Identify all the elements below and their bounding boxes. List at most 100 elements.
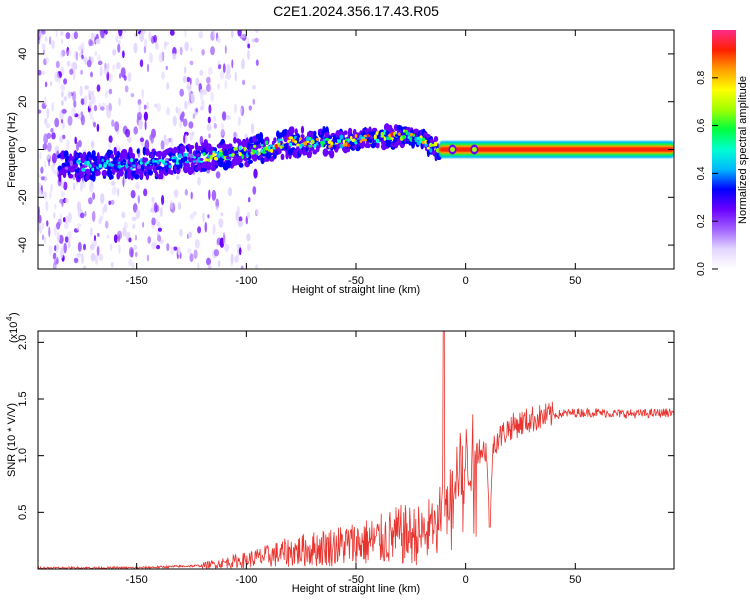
noise-speckle [217, 83, 220, 90]
ridge-halo [280, 153, 285, 161]
noise-speckle [161, 194, 165, 206]
ridge-core [364, 138, 367, 142]
ridge-core [395, 134, 399, 137]
noise-speckle [38, 189, 43, 197]
ridge-halo [101, 169, 108, 177]
ridge-core [398, 132, 401, 137]
ridge-halo [329, 149, 335, 159]
noise-speckle [208, 66, 213, 76]
snr-y-scale-label: (x10 [8, 322, 20, 343]
noise-speckle [150, 133, 154, 144]
ridge-core [103, 164, 107, 168]
noise-speckle [46, 108, 50, 119]
noise-speckle [146, 254, 150, 262]
ridge-core [120, 161, 124, 166]
noise-speckle [242, 79, 246, 86]
noise-speckle [46, 132, 52, 139]
noise-speckle [218, 218, 224, 229]
ridge-core [241, 154, 244, 159]
snr-background [38, 331, 674, 569]
ridge-halo [110, 153, 115, 159]
noise-speckle [143, 111, 148, 122]
ridge-core [429, 148, 433, 153]
ridge-core [345, 138, 348, 142]
ridge-halo [189, 145, 195, 150]
noise-speckle [106, 62, 110, 71]
ridge-core [305, 136, 310, 142]
noise-speckle [57, 218, 62, 226]
ridge-core [373, 134, 377, 140]
noise-speckle [254, 37, 259, 43]
ridge-core [180, 157, 184, 163]
noise-speckle [135, 251, 138, 258]
noise-speckle [64, 215, 69, 225]
ridge-core [262, 151, 267, 154]
noise-speckle [118, 97, 121, 107]
ridge-halo [142, 146, 147, 156]
ridge-core [238, 145, 242, 151]
noise-speckle [186, 82, 190, 91]
noise-speckle [59, 213, 62, 220]
noise-speckle [255, 59, 259, 66]
ridge-core [91, 167, 95, 172]
noise-speckle [255, 209, 259, 216]
noise-speckle [54, 117, 60, 128]
noise-speckle [208, 104, 212, 114]
y-tick-label: 0.5 [17, 505, 29, 520]
noise-speckle [72, 70, 76, 81]
noise-speckle [200, 106, 204, 111]
ridge-halo [206, 164, 212, 171]
ridge-halo [258, 132, 264, 141]
y-tick-label: 2.0 [17, 335, 29, 350]
ridge-core [231, 151, 235, 154]
ridge-core [123, 162, 126, 166]
ridge-core [129, 167, 134, 170]
noise-speckle [124, 85, 129, 93]
noise-speckle [83, 265, 87, 269]
ridge-core [337, 138, 342, 144]
noise-speckle [248, 105, 252, 111]
noise-speckle [77, 241, 82, 252]
noise-speckle [45, 200, 49, 212]
ridge-core [168, 164, 172, 169]
noise-speckle [189, 253, 194, 263]
y-tick-label: 0 [17, 146, 29, 152]
noise-speckle [253, 168, 258, 179]
noise-speckle [132, 224, 136, 229]
noise-speckle [179, 119, 182, 129]
colorbar-label: Normalized spectral amplitude [737, 76, 749, 224]
ridge-core [416, 136, 421, 141]
noise-speckle [80, 114, 85, 126]
colorbar-ticks: 0.0 0.2 0.4 0.6 0.8 [696, 70, 718, 276]
ridge-halo [152, 164, 158, 174]
ridge-core [168, 158, 172, 162]
ridge-core [243, 150, 247, 155]
ridge-core [94, 161, 97, 164]
ridge-core [233, 147, 238, 151]
noise-speckle [60, 31, 64, 36]
ridge-core [350, 135, 353, 140]
noise-speckle [60, 119, 64, 124]
noise-speckle [124, 30, 127, 33]
noise-speckle [69, 68, 74, 75]
ridge-core [139, 158, 143, 163]
noise-speckle [234, 71, 237, 82]
ridge-halo [58, 173, 62, 183]
noise-speckle [213, 123, 217, 129]
ridge-halo [91, 173, 96, 182]
snr-panel: -150 -100 -50 0 50 0.5 1.0 1.5 2.0 Height of st… [5, 312, 675, 595]
noise-speckle [179, 88, 184, 97]
noise-speckle [213, 115, 216, 122]
ridge-halo [145, 148, 150, 156]
ridge-core [212, 152, 216, 158]
noise-speckle [144, 139, 150, 151]
ridge-core [359, 140, 363, 143]
noise-speckle [106, 234, 110, 239]
snr-y-scale-exponent: 4 [5, 316, 14, 321]
noise-speckle [177, 202, 182, 211]
noise-speckle [103, 67, 109, 75]
noise-speckle [136, 112, 142, 120]
noise-speckle [67, 49, 72, 57]
noise-speckle [76, 201, 82, 212]
snr-y-axis-label: SNR (10 * V/V) [6, 403, 18, 477]
